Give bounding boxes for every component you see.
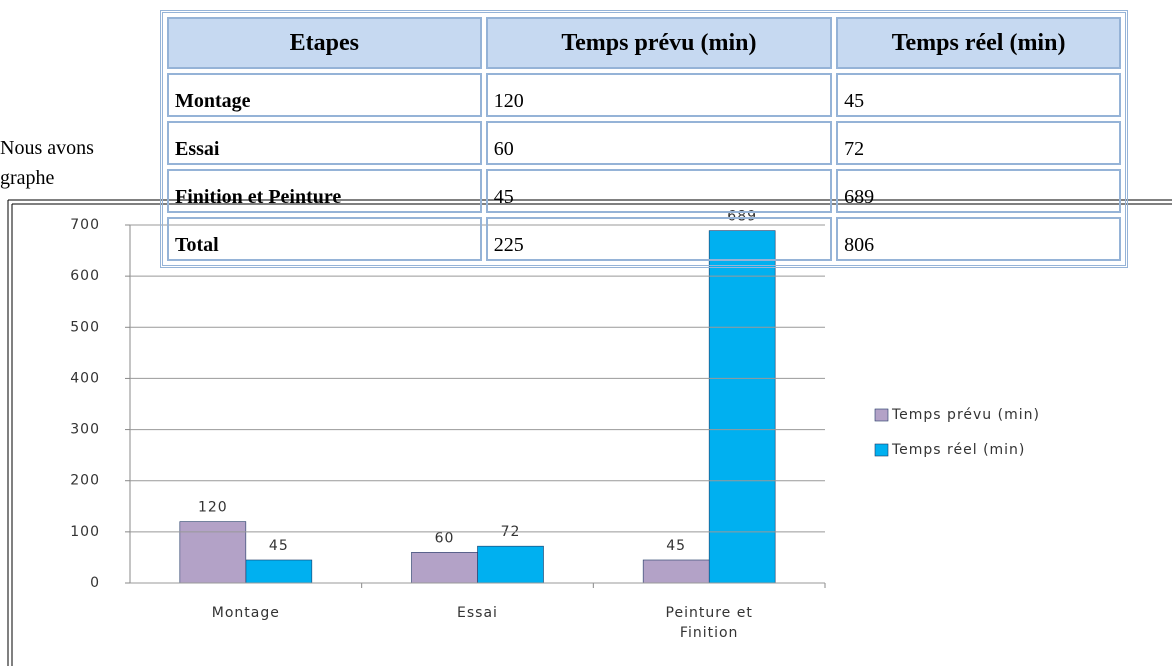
table-row: Montage 120 45 — [167, 73, 1121, 117]
bar — [245, 559, 313, 584]
bar — [642, 559, 710, 584]
table-cell: 72 — [836, 121, 1121, 165]
data-label: 120 — [198, 500, 228, 516]
table: Etapes Temps prévu (min) Temps réel (min… — [160, 10, 1128, 268]
table-cell: Essai — [167, 121, 482, 165]
x-tick-label: Montage — [212, 605, 280, 621]
y-tick-label: 100 — [70, 524, 100, 540]
data-label: 45 — [269, 538, 289, 554]
legend-label: Temps prévu (min) — [891, 407, 1040, 423]
y-tick-label: 200 — [70, 473, 100, 489]
table-cell: Total — [167, 217, 482, 261]
header-cell: Temps prévu (min) — [485, 17, 833, 69]
x-tick-label: Essai — [457, 605, 498, 621]
y-tick-label: 400 — [70, 370, 100, 386]
table-cell: Montage — [167, 73, 482, 117]
table-cell: 120 — [485, 73, 833, 117]
y-tick-label: 500 — [70, 319, 100, 335]
paragraph-line: Nous avons — [0, 137, 94, 159]
legend-swatch — [874, 443, 889, 457]
legend-label: Temps réel (min) — [891, 442, 1025, 458]
table-cell: 689 — [836, 169, 1121, 213]
table-cell: 806 — [836, 217, 1121, 261]
header-cell: Temps réel (min) — [836, 17, 1121, 69]
table-row: Total 225 806 — [167, 217, 1121, 261]
table-cell: 45 — [836, 73, 1121, 117]
table-row: Finition et Peinture 45 689 — [167, 169, 1121, 213]
bar — [411, 552, 478, 584]
table-cell: Finition et Peinture — [167, 169, 482, 213]
data-label: 60 — [435, 530, 455, 546]
y-tick-label: 700 — [70, 217, 100, 233]
bar — [179, 521, 247, 584]
table-header: Etapes Temps prévu (min) Temps réel (min… — [167, 17, 1121, 69]
paragraph-line: graphe — [0, 167, 55, 189]
bar — [477, 545, 544, 584]
table-cell: 225 — [485, 217, 833, 261]
header-cell: Etapes — [167, 17, 482, 69]
bar — [708, 230, 776, 584]
table-cell: 60 — [485, 121, 833, 165]
legend-swatch — [874, 408, 889, 422]
y-tick-label: 0 — [90, 575, 100, 591]
table-cell: 45 — [485, 169, 833, 213]
table-row: Essai 60 72 — [167, 121, 1121, 165]
data-label: 45 — [666, 538, 686, 554]
y-tick-label: 600 — [70, 268, 100, 284]
y-tick-label: 300 — [70, 422, 100, 438]
x-tick-label: Peinture et Finition — [666, 605, 753, 641]
